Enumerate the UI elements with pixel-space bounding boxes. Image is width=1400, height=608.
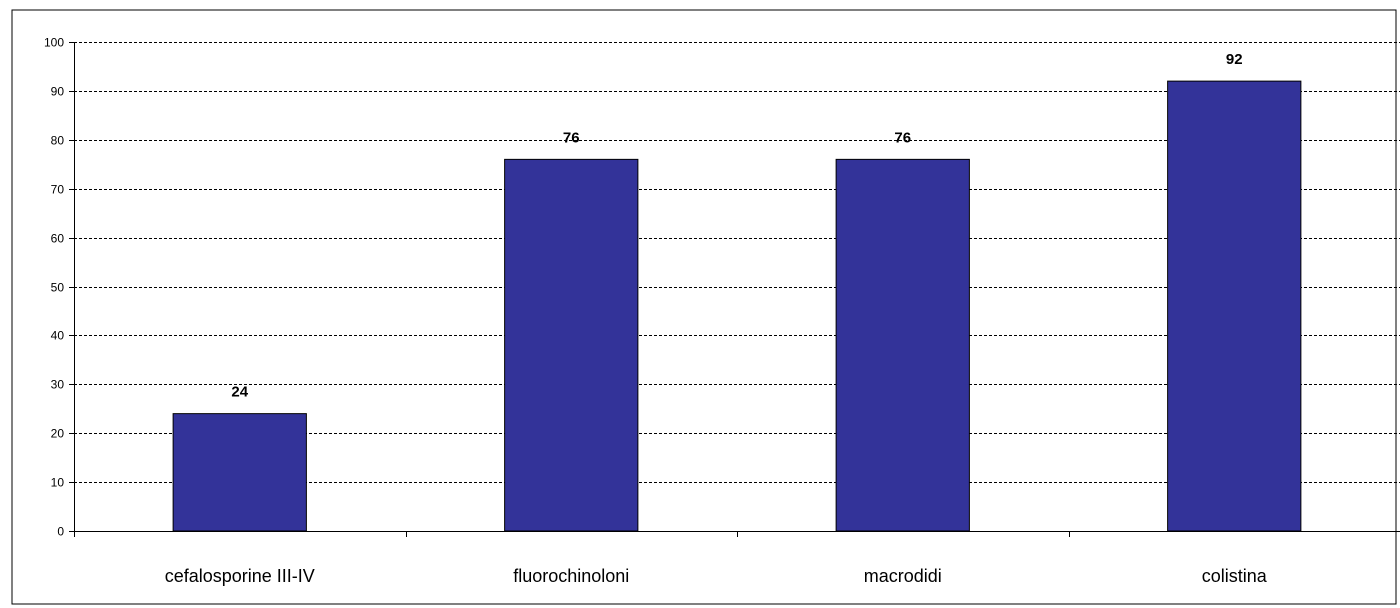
y-tick-label: 10 bbox=[51, 476, 65, 490]
data-label: 24 bbox=[231, 384, 248, 401]
bar-2 bbox=[504, 158, 639, 532]
y-tick-label: 30 bbox=[51, 378, 65, 392]
category-label: macrodidi bbox=[864, 566, 942, 586]
y-tick-label: 90 bbox=[51, 85, 65, 99]
y-tick-label: 20 bbox=[51, 427, 65, 441]
chart-frame-border bbox=[11, 9, 1397, 605]
data-label: 76 bbox=[563, 129, 580, 146]
bar-3 bbox=[835, 158, 970, 532]
y-tick-label: 0 bbox=[57, 525, 64, 539]
data-label: 76 bbox=[894, 129, 911, 146]
y-tick-label: 50 bbox=[51, 281, 65, 295]
category-label: fluorochinoloni bbox=[513, 566, 629, 586]
y-tick-label: 40 bbox=[51, 329, 65, 343]
y-tick-label: 70 bbox=[51, 183, 65, 197]
bar-1 bbox=[172, 413, 307, 532]
y-tick-label: 100 bbox=[44, 36, 64, 50]
category-label: colistina bbox=[1202, 566, 1268, 586]
y-tick-label: 60 bbox=[51, 232, 65, 246]
category-label: cefalosporine III-IV bbox=[165, 566, 315, 586]
y-tick-label: 80 bbox=[51, 134, 65, 148]
bar-4 bbox=[1167, 80, 1302, 532]
data-label: 92 bbox=[1226, 51, 1243, 68]
